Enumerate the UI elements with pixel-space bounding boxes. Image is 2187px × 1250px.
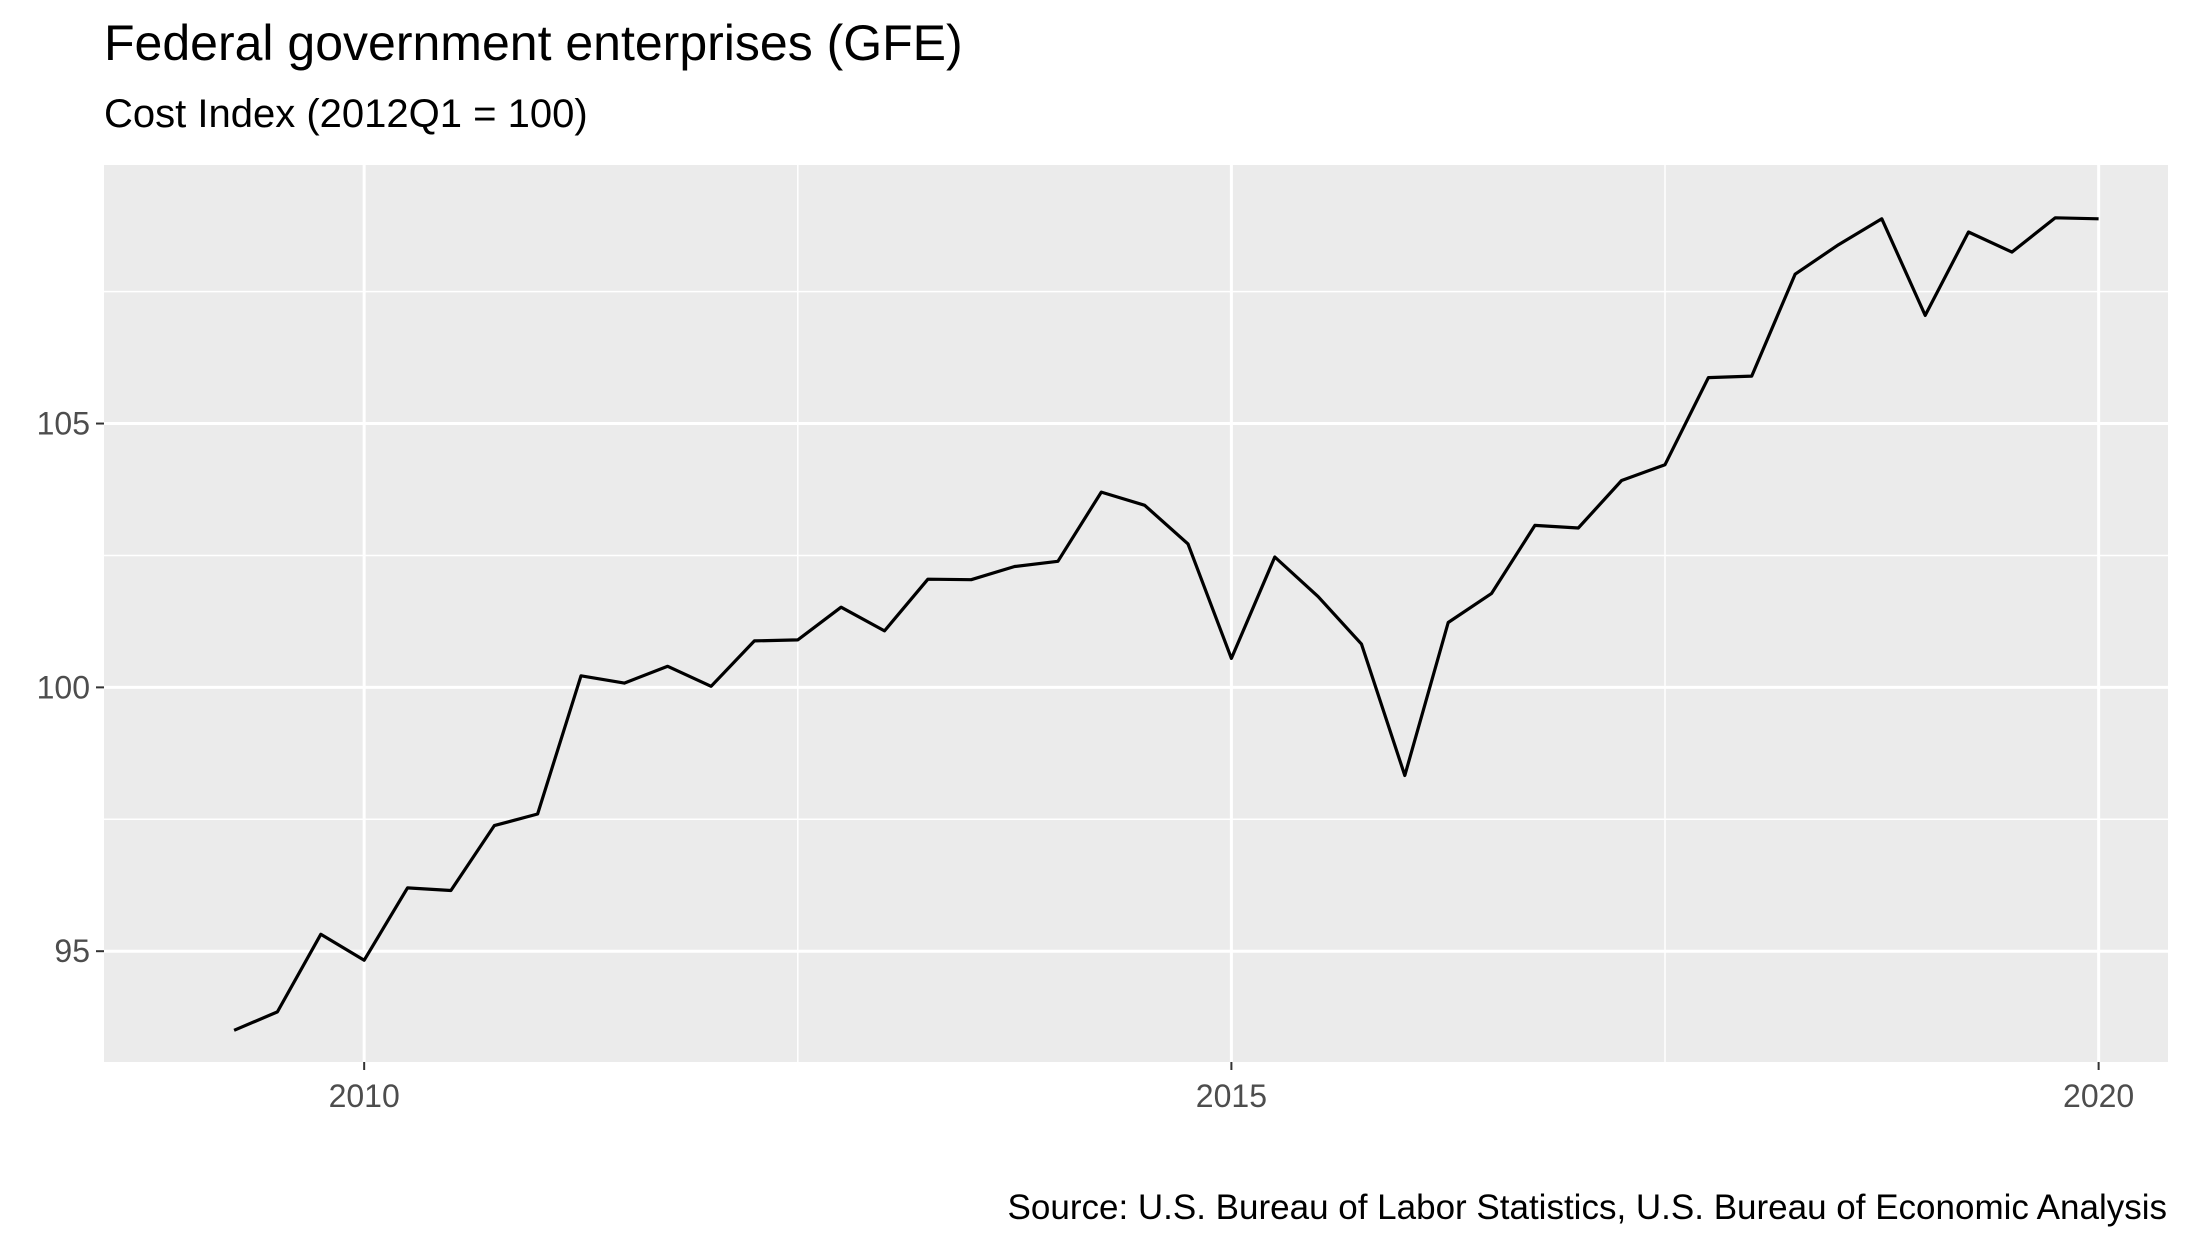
minor-gridlines <box>104 165 2168 1062</box>
cost-index-line <box>233 216 2099 1032</box>
plot-panel <box>104 165 2168 1062</box>
y-tick-label: 100 <box>37 669 90 705</box>
axis-ticks <box>96 422 2100 1070</box>
x-axis-labels: 2010 2015 2020 <box>329 1078 2135 1114</box>
chart-caption: Source: U.S. Bureau of Labor Statistics,… <box>1007 1188 2167 1227</box>
major-gridlines <box>104 165 2168 1062</box>
y-axis-labels: 95 100 105 <box>37 406 90 970</box>
chart-title: Federal government enterprises (GFE) <box>104 15 963 71</box>
x-tick-label: 2010 <box>329 1078 400 1114</box>
x-tick-label: 2020 <box>2063 1078 2134 1114</box>
y-tick-label: 105 <box>37 406 90 442</box>
x-tick-label: 2015 <box>1196 1078 1267 1114</box>
chart-subtitle: Cost Index (2012Q1 = 100) <box>104 92 588 136</box>
y-tick-label: 95 <box>54 933 90 969</box>
